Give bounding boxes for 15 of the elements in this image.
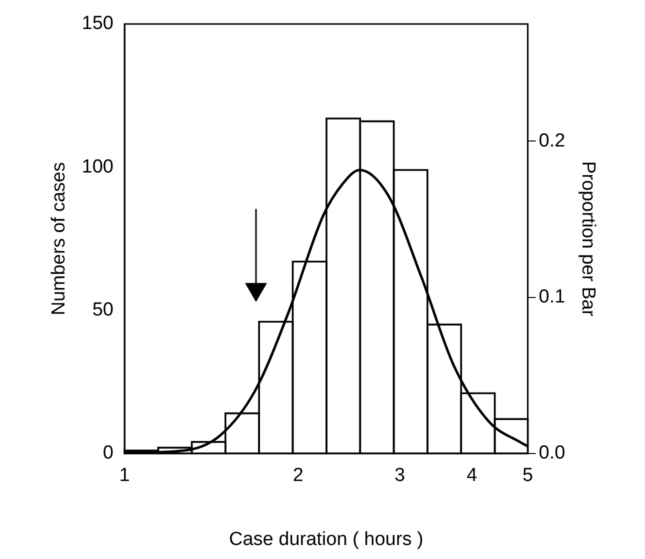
x-axis-title: Case duration ( hours ) [228,528,424,550]
y2-tick-label: 0.0 [538,442,566,464]
x-tick-label: 2 [292,465,304,486]
y-tick-label: 100 [82,156,114,178]
x-tick-label: 4 [466,465,478,486]
x-tick-label: 5 [522,465,534,486]
y2-axis-title: Proportion per Bar [577,161,598,317]
x-tick-label: 1 [119,465,130,486]
y-tick-label: 150 [82,13,114,34]
x-tick-label: 3 [394,465,406,486]
y-tick-label: 50 [92,300,114,320]
y-axis-title: Numbers of cases [48,162,70,316]
y2-tick-label: 0.1 [538,286,566,308]
y-tick-label: 0 [102,442,114,464]
y2-tick-label: 0.2 [538,130,566,152]
